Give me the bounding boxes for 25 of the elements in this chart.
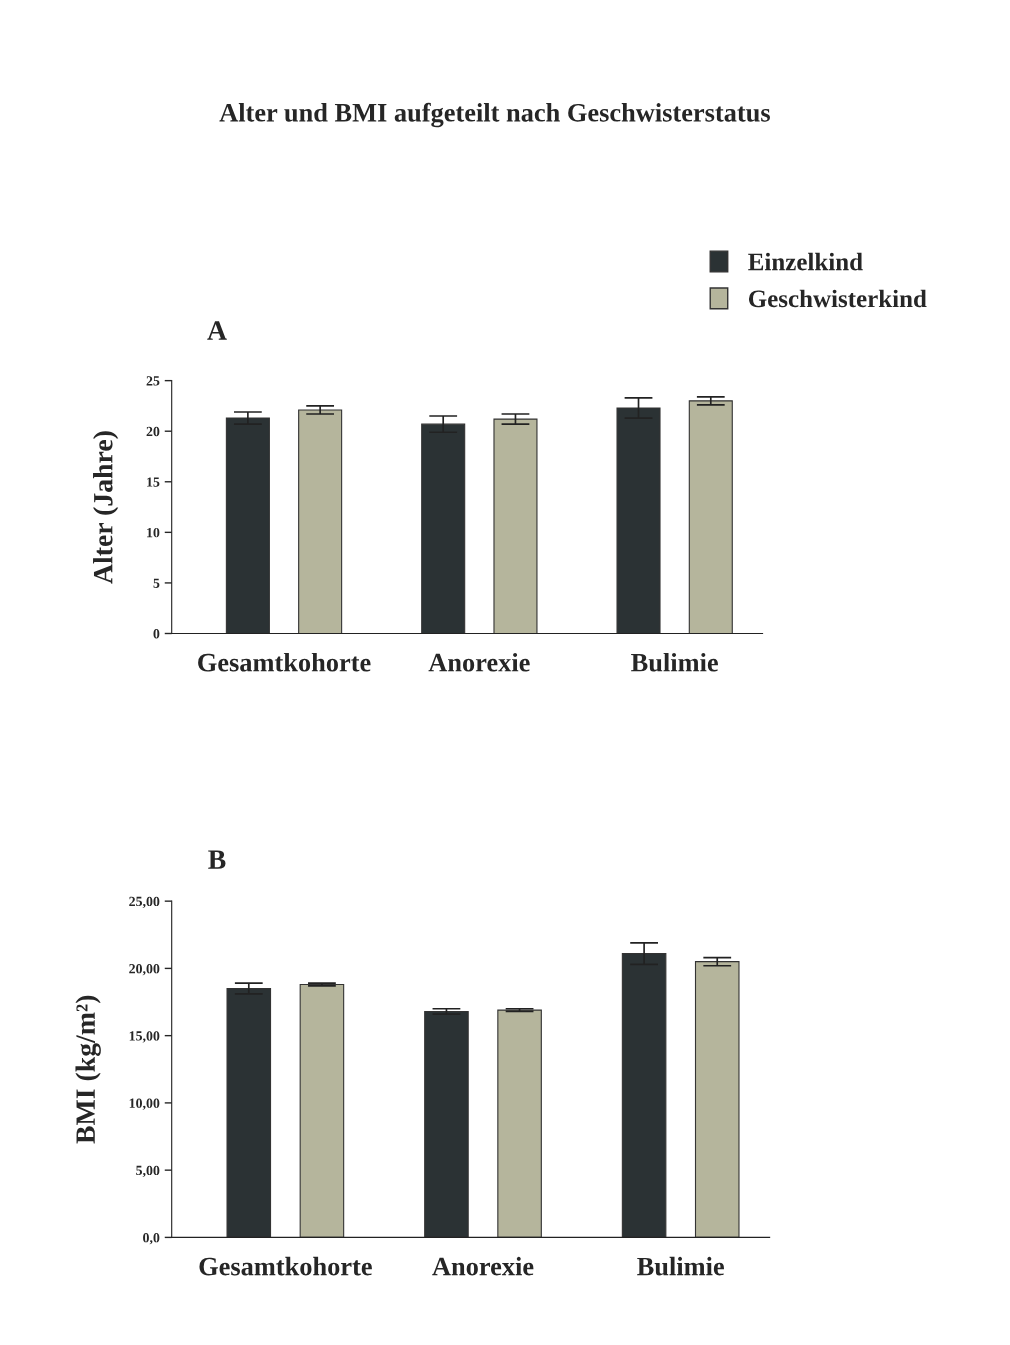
chart-title: Alter und BMI aufgeteilt nach Geschwisterstatus [219, 102, 770, 128]
y-tick-label: 15 [147, 477, 160, 487]
x-tick-label: Bulimie [631, 652, 718, 672]
y-tick-label: 25 [146, 376, 160, 386]
x-tick-label: Anorexie [428, 652, 530, 672]
chart-subtitle: A [207, 321, 227, 340]
y-tick-label: 20 [146, 426, 160, 437]
x-tick-label: Gesamtkohorte [198, 652, 371, 672]
x-tick-label: Gesamtkohorte [199, 1256, 372, 1276]
y-tick-label: 15,00 [129, 1031, 160, 1043]
y-axis-title: Alter (Jahre) [93, 431, 119, 584]
chart-subtitle: B [208, 850, 226, 869]
y-tick-label: 10 [147, 527, 160, 538]
y-tick-label: 5 [153, 578, 160, 588]
y-tick-label: 10,00 [129, 1098, 160, 1110]
y-tick-label: 0,0 [143, 1232, 160, 1245]
y-axis-title: BMI (kg/m²) [75, 995, 101, 1144]
legend-label: Einzelkind [748, 252, 863, 271]
x-tick-label: Anorexie [432, 1256, 534, 1276]
x-tick-label: Bulimie [637, 1256, 724, 1276]
legend-label: Geschwisterkind [748, 289, 927, 308]
y-tick-label: 25,00 [129, 896, 160, 909]
y-tick-label: 5,00 [136, 1165, 160, 1178]
y-tick-label: 20,00 [129, 963, 160, 976]
y-tick-label: 0 [153, 629, 160, 639]
